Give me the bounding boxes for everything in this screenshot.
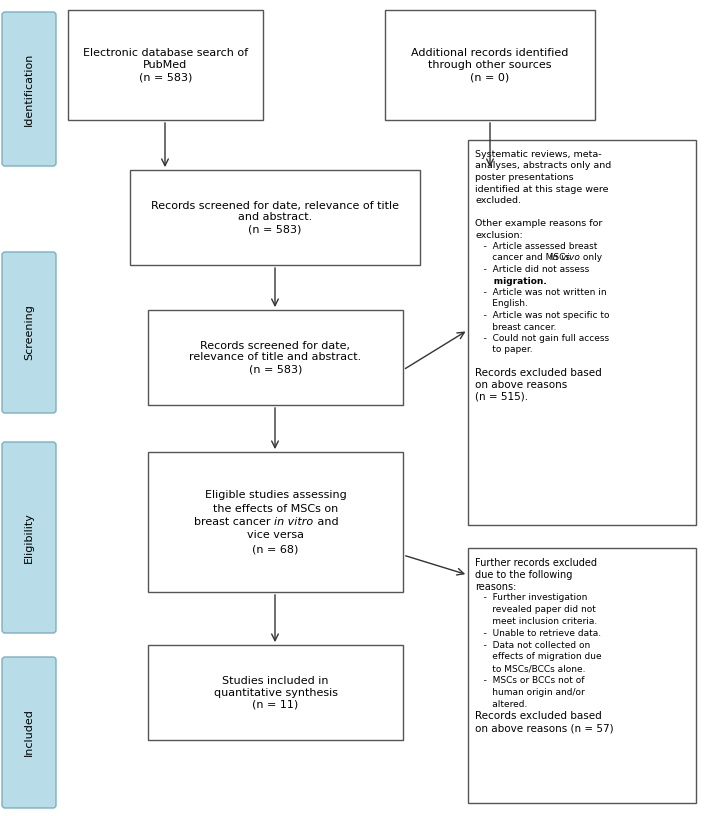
Text: -  Unable to retrieve data.: - Unable to retrieve data. bbox=[475, 629, 601, 638]
Text: PubMed: PubMed bbox=[143, 60, 188, 70]
Text: to MSCs/BCCs alone.: to MSCs/BCCs alone. bbox=[475, 664, 585, 673]
Text: the effects of MSCs on: the effects of MSCs on bbox=[213, 503, 338, 513]
Text: (n = 68): (n = 68) bbox=[252, 544, 299, 554]
Text: -  Article was not written in: - Article was not written in bbox=[475, 288, 606, 297]
Text: -  Data not collected on: - Data not collected on bbox=[475, 641, 590, 650]
FancyBboxPatch shape bbox=[468, 140, 696, 525]
Text: identified at this stage were: identified at this stage were bbox=[475, 184, 609, 193]
Text: -  Could not gain full access: - Could not gain full access bbox=[475, 334, 609, 343]
Text: analyses, abstracts only and: analyses, abstracts only and bbox=[475, 162, 611, 171]
Text: due to the following: due to the following bbox=[475, 570, 573, 580]
Text: Systematic reviews, meta-: Systematic reviews, meta- bbox=[475, 150, 602, 159]
Text: meet inclusion criteria.: meet inclusion criteria. bbox=[475, 617, 597, 626]
Text: in vitro: in vitro bbox=[273, 517, 313, 527]
Text: through other sources: through other sources bbox=[429, 60, 552, 70]
Text: Records excluded based: Records excluded based bbox=[475, 369, 602, 379]
FancyBboxPatch shape bbox=[2, 252, 56, 413]
Text: (n = 583): (n = 583) bbox=[249, 365, 302, 375]
Text: exclusion:: exclusion: bbox=[475, 230, 522, 240]
Text: Further records excluded: Further records excluded bbox=[475, 558, 597, 568]
Text: quantitative synthesis: quantitative synthesis bbox=[213, 688, 337, 698]
Text: on above reasons (n = 57): on above reasons (n = 57) bbox=[475, 723, 614, 734]
Text: effects of migration due: effects of migration due bbox=[475, 653, 602, 662]
Text: Additional records identified: Additional records identified bbox=[412, 48, 569, 58]
FancyBboxPatch shape bbox=[2, 657, 56, 808]
Text: Electronic database search of: Electronic database search of bbox=[83, 48, 248, 58]
Text: -  MSCs or BCCs not of: - MSCs or BCCs not of bbox=[475, 676, 585, 685]
Text: excluded.: excluded. bbox=[475, 196, 521, 205]
FancyBboxPatch shape bbox=[130, 170, 420, 265]
Text: breast cancer: breast cancer bbox=[193, 517, 273, 527]
Text: migration.: migration. bbox=[475, 277, 546, 286]
Text: on above reasons: on above reasons bbox=[475, 380, 567, 390]
Text: Studies included in: Studies included in bbox=[222, 676, 329, 685]
Text: relevance of title and abstract.: relevance of title and abstract. bbox=[189, 353, 361, 362]
Text: (n = 0): (n = 0) bbox=[470, 72, 510, 82]
FancyBboxPatch shape bbox=[148, 310, 403, 405]
Text: -  Article was not specific to: - Article was not specific to bbox=[475, 311, 609, 320]
FancyBboxPatch shape bbox=[148, 645, 403, 740]
Text: -  Further investigation: - Further investigation bbox=[475, 593, 587, 602]
FancyBboxPatch shape bbox=[385, 10, 595, 120]
FancyBboxPatch shape bbox=[2, 12, 56, 166]
Text: English.: English. bbox=[475, 299, 528, 308]
FancyBboxPatch shape bbox=[2, 442, 56, 633]
FancyBboxPatch shape bbox=[68, 10, 263, 120]
FancyBboxPatch shape bbox=[148, 452, 403, 592]
Text: Other example reasons for: Other example reasons for bbox=[475, 219, 602, 228]
Text: revealed paper did not: revealed paper did not bbox=[475, 605, 596, 614]
Text: reasons:: reasons: bbox=[475, 582, 516, 592]
Text: and abstract.: and abstract. bbox=[238, 212, 312, 223]
Text: to paper.: to paper. bbox=[475, 345, 532, 354]
Text: poster presentations: poster presentations bbox=[475, 173, 573, 182]
Text: altered.: altered. bbox=[475, 699, 527, 708]
Text: breast cancer.: breast cancer. bbox=[475, 322, 556, 331]
Text: Screening: Screening bbox=[24, 304, 34, 361]
Text: Records excluded based: Records excluded based bbox=[475, 712, 602, 721]
Text: in vivo: in vivo bbox=[550, 254, 580, 263]
Text: (n = 583): (n = 583) bbox=[249, 224, 301, 234]
Text: (n = 515).: (n = 515). bbox=[475, 392, 528, 401]
Text: Included: Included bbox=[24, 708, 34, 756]
Text: and: and bbox=[313, 517, 338, 527]
FancyBboxPatch shape bbox=[468, 548, 696, 803]
Text: cancer and MSCs: cancer and MSCs bbox=[475, 254, 573, 263]
Text: Records screened for date,: Records screened for date, bbox=[201, 340, 350, 351]
Text: (n = 583): (n = 583) bbox=[139, 72, 192, 82]
Text: Identification: Identification bbox=[24, 52, 34, 126]
Text: vice versa: vice versa bbox=[247, 530, 304, 540]
Text: human origin and/or: human origin and/or bbox=[475, 688, 585, 697]
Text: Records screened for date, relevance of title: Records screened for date, relevance of … bbox=[151, 201, 399, 211]
Text: Eligible studies assessing: Eligible studies assessing bbox=[205, 490, 347, 500]
Text: Eligibility: Eligibility bbox=[24, 512, 34, 563]
Text: (n = 11): (n = 11) bbox=[252, 699, 299, 709]
Text: only: only bbox=[580, 254, 602, 263]
Text: -  Article did not assess: - Article did not assess bbox=[475, 265, 590, 274]
Text: -  Article assessed breast: - Article assessed breast bbox=[475, 242, 597, 251]
